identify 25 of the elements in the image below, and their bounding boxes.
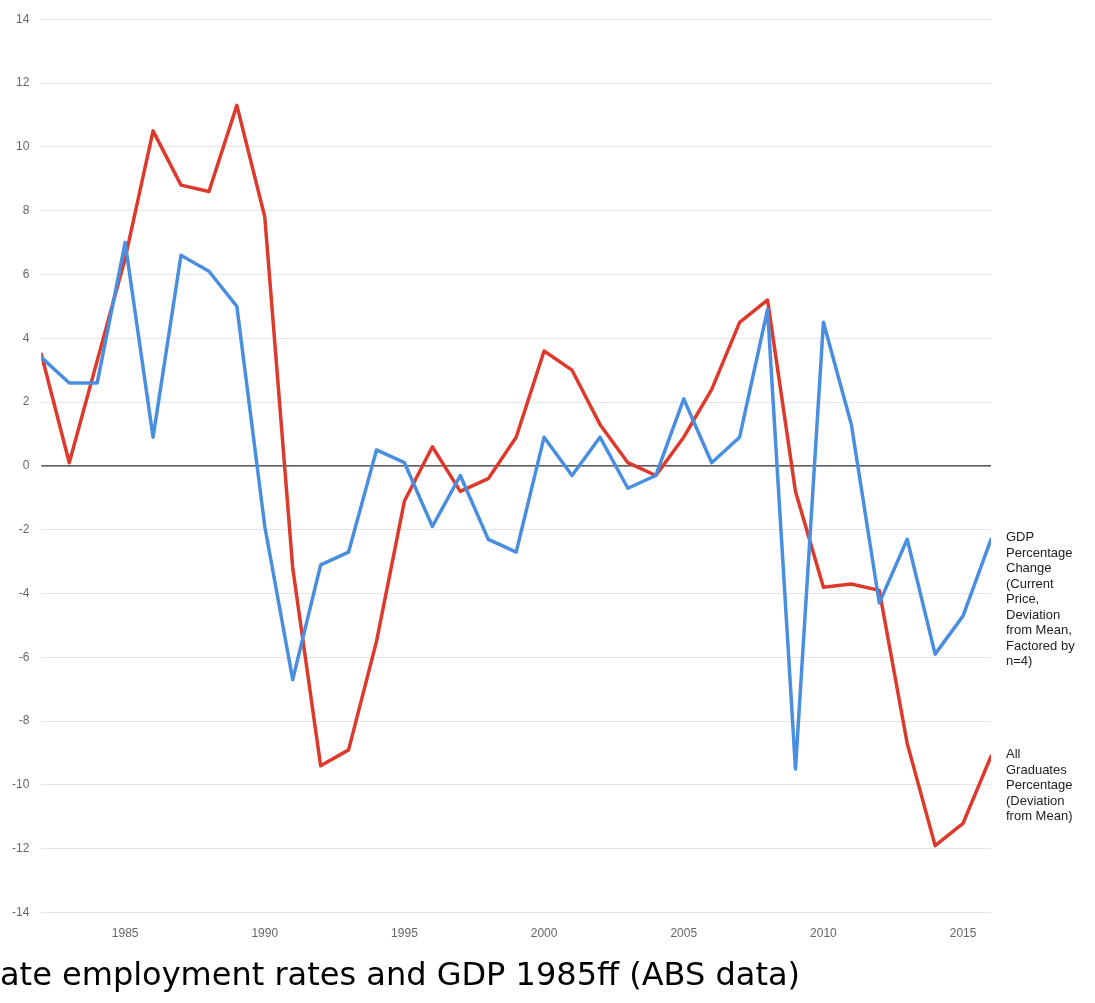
y-tick-label: 14 bbox=[15, 11, 30, 26]
y-tick-label: 0 bbox=[22, 458, 30, 473]
y-tick-label: -6 bbox=[18, 649, 30, 664]
y-tick-label: -14 bbox=[12, 904, 30, 919]
y-tick-label: -10 bbox=[12, 777, 30, 792]
x-tick-label: 2015 bbox=[949, 926, 977, 941]
y-tick-label: 2 bbox=[22, 394, 30, 409]
y-tick-label: -4 bbox=[18, 585, 30, 600]
y-tick-label: 8 bbox=[22, 202, 30, 217]
y-tick-label: 10 bbox=[15, 139, 30, 154]
y-tick-label: -2 bbox=[18, 522, 30, 537]
y-tick-label: 12 bbox=[15, 75, 30, 90]
series-label: All Graduates Percentage (Deviation from Mean) bbox=[1006, 746, 1073, 824]
y-tick-label: 6 bbox=[22, 266, 30, 281]
x-tick-label: 1995 bbox=[391, 926, 419, 941]
x-tick-label: 1990 bbox=[251, 926, 279, 941]
x-tick-label: 1985 bbox=[111, 926, 139, 941]
y-tick-label: -12 bbox=[12, 841, 30, 856]
x-tick-label: 2005 bbox=[670, 926, 698, 941]
y-tick-label: -8 bbox=[18, 713, 30, 728]
text: GDP Percentage Change (Current Price, Deviation from Mean, Factored by n=4) bbox=[1006, 529, 1075, 669]
y-tick-label: 4 bbox=[22, 330, 30, 345]
text: ate employment rates and GDP 1985ff (ABS data) bbox=[0, 955, 801, 993]
x-tick-label: 2010 bbox=[810, 926, 838, 941]
x-tick-label: 2000 bbox=[530, 926, 558, 941]
